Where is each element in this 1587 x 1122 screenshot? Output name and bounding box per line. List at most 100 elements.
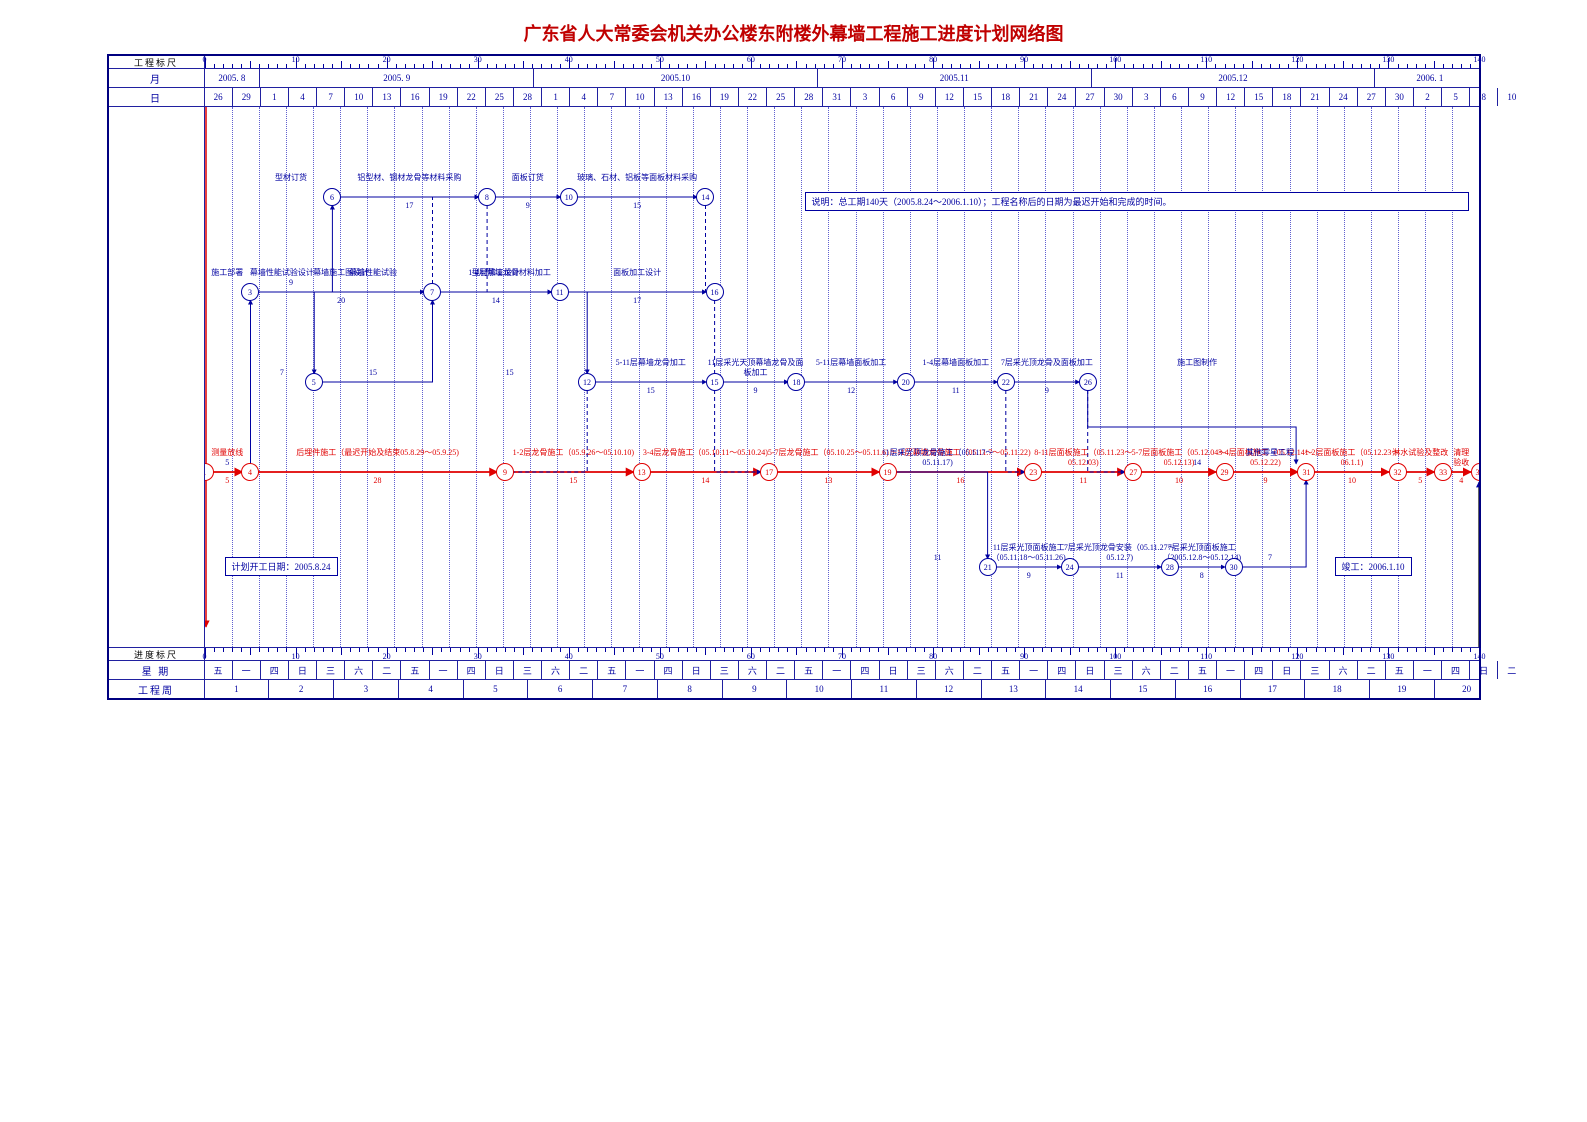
weekday-cell: 一: [430, 661, 458, 679]
day-cell: 25: [486, 88, 514, 106]
week-cell: 8: [658, 680, 723, 698]
day-cell: 21: [1301, 88, 1329, 106]
day-cell: 24: [1048, 88, 1076, 106]
activity-duration: 15: [569, 476, 577, 485]
network-node-16: 16: [706, 283, 724, 301]
weekday-cell: 三: [1301, 661, 1329, 679]
activity-label: 施工图制作: [1177, 358, 1217, 368]
weekday-cell: 三: [908, 661, 936, 679]
network-node-23: 23: [1024, 463, 1042, 481]
weekday-cell: 五: [992, 661, 1020, 679]
weekday-cell: 四: [458, 661, 486, 679]
activity-duration: 9: [1027, 571, 1031, 580]
activity-label: 铝型材、钢材龙骨等材料采购: [357, 173, 461, 183]
week-cell: 11: [852, 680, 917, 698]
day-cell: 9: [1189, 88, 1217, 106]
weekday-cell: 二: [964, 661, 992, 679]
activity-label: 5-7层龙骨施工（05.10.25～05.11.6): [768, 448, 889, 458]
activity-duration: 15: [647, 386, 655, 395]
weekday-cell: 五: [1386, 661, 1414, 679]
day-cell: 12: [936, 88, 964, 106]
day-cell: 25: [767, 88, 795, 106]
activity-duration: 8: [1200, 571, 1204, 580]
network-node-20: 20: [897, 373, 915, 391]
month-cell: 2006. 1: [1375, 69, 1484, 87]
activity-duration: 15: [506, 368, 514, 377]
activity-duration: 5: [225, 476, 229, 485]
network-node-3: 3: [241, 283, 259, 301]
day-cell: 15: [1245, 88, 1273, 106]
start-date-box: 计划开工日期：2005.8.24: [225, 557, 338, 576]
day-label: 日: [109, 88, 205, 106]
activity-label: 后埋件施工（最迟开始及结束05.8.29～05.9.25): [296, 448, 459, 458]
weekday-cell: 五: [401, 661, 429, 679]
day-cell: 5: [1442, 88, 1470, 106]
weekday-cell: 六: [542, 661, 570, 679]
activity-duration: 16: [956, 476, 964, 485]
bottom-ruler-label: 进度标尺: [109, 648, 205, 660]
day-cell: 7: [598, 88, 626, 106]
weekday-cell: 六: [739, 661, 767, 679]
weekday-cell: 四: [851, 661, 879, 679]
weekday-cell: 三: [711, 661, 739, 679]
network-svg: [205, 107, 1479, 647]
network-node-33: 33: [1434, 463, 1452, 481]
network-node-7: 7: [423, 283, 441, 301]
activity-duration: 5: [225, 458, 229, 467]
activity-label: 幕墙性能试验: [349, 268, 397, 278]
activity-duration: 10: [1175, 476, 1183, 485]
note-box: 说明：总工期140天（2005.8.24～2006.1.10）；工程名称后的日期…: [805, 192, 1469, 211]
day-cell: 4: [570, 88, 598, 106]
top-ruler-row: 工程标尺 0102030405060708090100110120130140: [109, 56, 1479, 69]
week-cell: 5: [464, 680, 529, 698]
activity-label: 面板订货: [512, 173, 544, 183]
week-cell: 4: [399, 680, 464, 698]
network-node-26: 26: [1079, 373, 1097, 391]
week-cell: 2: [269, 680, 334, 698]
activity-duration: 15: [633, 201, 641, 210]
month-label: 月: [109, 69, 205, 87]
day-cell: 3: [1133, 88, 1161, 106]
weekday-cell: 六: [345, 661, 373, 679]
day-cell: 28: [795, 88, 823, 106]
weekday-label: 星 期: [109, 661, 205, 679]
weekday-cell: 四: [1442, 661, 1470, 679]
weekday-cell: 日: [486, 661, 514, 679]
network-node-14: 14: [696, 188, 714, 206]
activity-duration: 20: [337, 296, 345, 305]
day-cell: 27: [1358, 88, 1386, 106]
network-node-18: 18: [787, 373, 805, 391]
weekday-cell: 五: [598, 661, 626, 679]
weekday-cell: 日: [289, 661, 317, 679]
activity-duration: 9: [1045, 386, 1049, 395]
day-cell: 18: [1273, 88, 1301, 106]
day-cell: 1: [261, 88, 289, 106]
day-cell: 10: [626, 88, 654, 106]
activity-label: 5-11层幕墙龙骨加工: [616, 358, 686, 368]
weekday-cell: 六: [1133, 661, 1161, 679]
activity-duration: 9: [1263, 476, 1267, 485]
activity-label: 测量放线: [211, 448, 243, 458]
day-cell: 13: [373, 88, 401, 106]
month-cell: 2005.10: [534, 69, 817, 87]
week-cell: 18: [1305, 680, 1370, 698]
header-rows: 工程标尺 0102030405060708090100110120130140 …: [109, 56, 1479, 107]
network-node-5: 5: [305, 373, 323, 391]
activity-label: 3-4层龙骨施工（05.10.11～05.10.24): [643, 448, 768, 458]
weekday-cell: 二: [1161, 661, 1189, 679]
weekday-cell: 日: [1470, 661, 1498, 679]
weekday-cell: 五: [205, 661, 233, 679]
day-cell: 4: [289, 88, 317, 106]
weekday-cell: 六: [936, 661, 964, 679]
week-label: 工程周: [109, 680, 205, 698]
activity-duration: 14: [492, 296, 500, 305]
week-cell: 12: [917, 680, 982, 698]
chart-title: 广东省人大常委会机关办公楼东附楼外幕墙工程施工进度计划网络图: [20, 20, 1567, 46]
activity-duration: 14: [701, 476, 709, 485]
day-cell: 26: [205, 88, 233, 106]
activity-label: 清理验收: [1453, 448, 1470, 468]
activity-label: 面板加工设计: [613, 268, 661, 278]
day-cell: 3: [851, 88, 879, 106]
weekday-cell: 二: [1498, 661, 1525, 679]
network-node-19: 19: [879, 463, 897, 481]
